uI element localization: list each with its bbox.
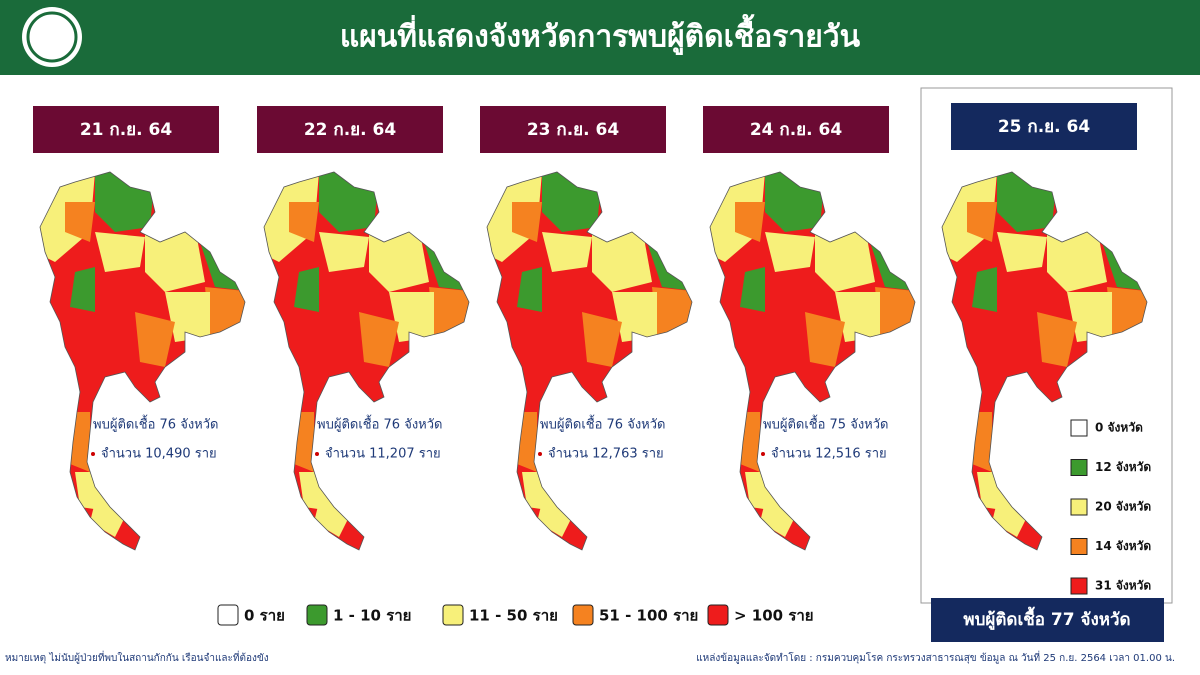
count-swatch (1070, 498, 1088, 516)
province-count: พบผู้ติดเชื้อ 76 จังหวัด (93, 415, 218, 433)
case-count: จำนวน 12,516 ราย (771, 447, 887, 462)
count-swatch (1070, 538, 1088, 555)
case-count: จำนวน 11,207 ราย (325, 447, 441, 462)
count-label: 20 จังหวัด (1095, 500, 1151, 514)
count-label: 14 จังหวัด (1095, 539, 1151, 553)
province-count: พบผู้ติดเชื้อ 76 จังหวัด (540, 415, 665, 433)
bullet (315, 452, 319, 456)
legend-label: 0 ราย (244, 607, 285, 625)
date-box (703, 106, 889, 153)
count-swatch (1070, 577, 1088, 595)
case-count: จำนวน 10,490 ราย (101, 447, 217, 462)
legend-label: 51 - 100 ราย (599, 607, 698, 625)
header-title: แผนที่แสดงจังหวัดการพบผู้ติดเชื้อรายวัน (340, 14, 861, 56)
footnote: หมายเหตุ ไม่นับผู้ป่วยที่พบในสถานกักกัน … (5, 650, 269, 664)
bullet (91, 452, 95, 456)
date-label: 22 ก.ย. 64 (304, 120, 396, 140)
province-map (259, 172, 479, 562)
bullet (761, 452, 765, 456)
count-swatch (1070, 459, 1088, 476)
date-box (33, 106, 219, 153)
province-map (705, 172, 925, 562)
summary-box (931, 598, 1164, 642)
date-label: 25 ก.ย. 64 (998, 117, 1090, 137)
count-label: 0 จังหวัด (1095, 421, 1143, 435)
legend-swatch (707, 604, 729, 626)
province-map (482, 172, 702, 562)
count-label: 31 จังหวัด (1095, 579, 1151, 593)
header-bar (0, 0, 1200, 75)
source: แหล่งข้อมูลและจัดทำโดย : กรมควบคุมโรค กร… (696, 650, 1175, 664)
legend-label: > 100 ราย (734, 607, 814, 625)
date-label: 21 ก.ย. 64 (80, 120, 172, 140)
count-swatch (1070, 419, 1088, 437)
bullet (538, 452, 542, 456)
date-box (480, 106, 666, 153)
legend-label: 11 - 50 ราย (469, 607, 558, 625)
province-map (35, 172, 255, 562)
date-box (257, 106, 443, 153)
province-count: พบผู้ติดเชื้อ 75 จังหวัด (763, 415, 888, 433)
date-label: 23 ก.ย. 64 (527, 120, 619, 140)
province-count: พบผู้ติดเชื้อ 76 จังหวัด (317, 415, 442, 433)
date-label: 24 ก.ย. 64 (750, 120, 842, 140)
count-label: 12 จังหวัด (1095, 460, 1151, 474)
case-count: จำนวน 12,763 ราย (548, 447, 664, 462)
legend-swatch (306, 604, 328, 626)
logo-ring (26, 11, 78, 63)
date-box (951, 103, 1137, 150)
summary-label: พบผู้ติดเชื้อ 77 จังหวัด (963, 606, 1130, 631)
legend-swatch (442, 604, 464, 626)
legend-swatch (572, 604, 594, 626)
legend-swatch (217, 604, 239, 626)
legend-label: 1 - 10 ราย (333, 607, 411, 625)
logo (22, 7, 82, 67)
